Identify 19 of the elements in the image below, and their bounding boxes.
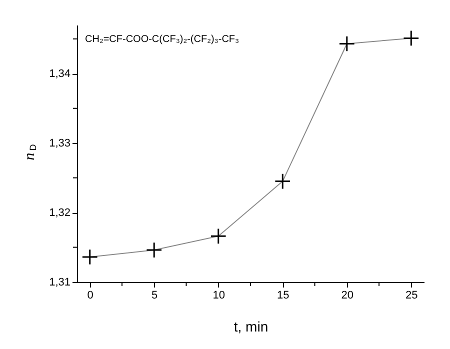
point — [82, 248, 98, 266]
y-tick-label: 1,32 — [49, 207, 70, 220]
text: CH₂=CF-COO-C(CF₃)₂-(CF₂)₃-CF₃ — [85, 34, 240, 45]
point — [146, 242, 162, 258]
y-tick-label: 1,33 — [49, 138, 70, 150]
point — [338, 36, 356, 52]
x-tick-label: 10 — [212, 290, 225, 302]
x-tick-label: 5 — [152, 290, 158, 302]
y-tick-label: 1,31 — [49, 276, 70, 288]
x-axis-title: t, min — [234, 318, 268, 334]
y-axis-title: nD — [22, 144, 38, 160]
point — [274, 173, 291, 190]
x-tick-label: 15 — [277, 290, 290, 302]
point — [210, 228, 227, 244]
x-tick-label: 0 — [87, 290, 94, 302]
y-tick-label: 1,34 — [49, 68, 70, 80]
point — [402, 30, 420, 46]
x-tick-label: 25 — [406, 290, 418, 302]
x-tick-label: 20 — [341, 290, 354, 302]
